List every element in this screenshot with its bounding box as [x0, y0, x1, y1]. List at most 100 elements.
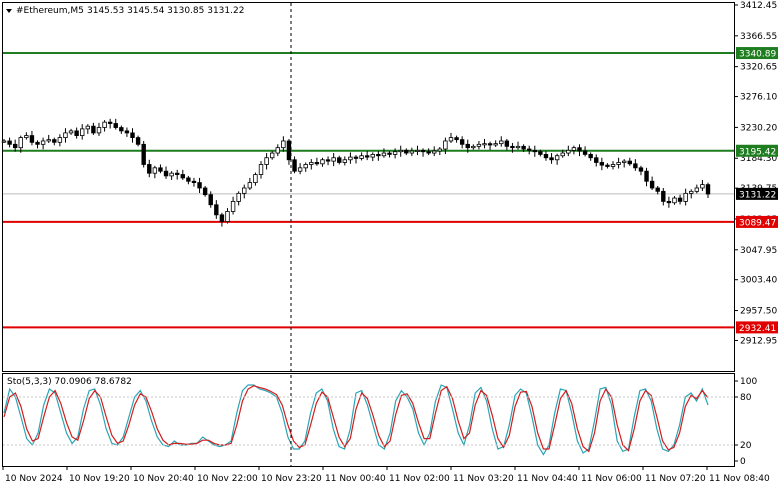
candle-body [543, 153, 549, 159]
candle-body [504, 140, 510, 147]
candle-body [465, 143, 470, 149]
candle-body [7, 140, 12, 145]
candle-body [191, 180, 197, 184]
candle-body [236, 192, 241, 202]
candle-body [353, 156, 359, 159]
candle-body [197, 182, 202, 189]
candle-body [392, 151, 398, 155]
candle-body [510, 145, 515, 149]
candle-body [582, 150, 588, 155]
candle-body [376, 153, 381, 157]
price-tick-label: 3184.30 [740, 154, 777, 164]
candle-body [672, 197, 677, 204]
symbol-dropdown-icon[interactable] [6, 9, 12, 13]
price-tick-label: 3366.55 [740, 32, 777, 42]
price-tick-label: 3230.20 [740, 123, 777, 133]
candle-body [247, 182, 253, 189]
price-tick-label: 2912.95 [740, 336, 777, 346]
candle-body [275, 147, 280, 154]
candle-body [1, 140, 7, 143]
candle-body [521, 145, 526, 150]
candle-body [560, 152, 565, 157]
candle-body [554, 155, 560, 161]
time-tick-label: 11 Nov 06:00 [581, 474, 642, 484]
time-tick-label: 11 Nov 04:40 [517, 474, 578, 484]
price-tick-label: 3320.65 [740, 63, 777, 73]
candle-body [80, 128, 85, 136]
candle-body [515, 145, 521, 149]
candle-body [476, 143, 482, 147]
candle-body [689, 190, 694, 194]
candle-body [644, 170, 649, 182]
candle-body [409, 150, 415, 154]
candle-body [370, 153, 375, 158]
candle-body [633, 163, 638, 169]
candle-body [426, 151, 431, 154]
candle-body [91, 125, 96, 134]
candle-body [219, 214, 225, 222]
stochastic-tick-label: 100 [740, 377, 757, 387]
candle-body [683, 192, 688, 202]
candle-body [482, 143, 487, 146]
candle-body [594, 157, 599, 163]
candle-body [599, 162, 605, 166]
candle-body [113, 123, 118, 128]
candle-body [605, 164, 610, 167]
ohlc-readout: 3145.53 3145.54 3130.85 3131.22 [87, 6, 244, 16]
candle-body [147, 164, 152, 174]
stochastic-tick-label: 20 [740, 441, 752, 451]
price-tick-label: 3412.45 [740, 1, 777, 11]
stochastic-tick-label: 80 [740, 393, 752, 403]
candle-body [152, 167, 158, 174]
candle-body [169, 172, 174, 177]
candle-body [448, 137, 454, 142]
stochastic-pane[interactable] [2, 373, 735, 467]
candle-body [571, 147, 577, 151]
time-tick-label: 10 Nov 19:20 [69, 474, 130, 484]
candle-body [57, 137, 63, 143]
candle-body [381, 152, 387, 157]
candle-body [415, 149, 420, 152]
candle-body [253, 174, 258, 184]
candle-body [454, 137, 459, 141]
candle-body [694, 187, 700, 192]
candle-body [107, 121, 113, 124]
candle-body [74, 130, 79, 136]
candle-body [18, 137, 23, 149]
candle-body [297, 167, 303, 172]
candle-body [325, 159, 331, 162]
candle-body [242, 187, 247, 194]
level-price-tag [736, 321, 778, 334]
candle-body [303, 164, 308, 169]
time-tick-label: 10 Nov 23:20 [261, 474, 322, 484]
level-price-tag [736, 215, 778, 228]
level-price-tag-label: 3195.42 [739, 147, 776, 157]
level-price-tag [736, 144, 778, 157]
level-price-tag [736, 47, 778, 60]
candle-body [320, 159, 325, 165]
level-price-tag-label: 3089.47 [739, 218, 776, 228]
level-price-tag-label: 2932.41 [739, 324, 776, 334]
candle-body [258, 164, 264, 175]
candle-body [68, 130, 74, 134]
candle-body [29, 135, 35, 143]
candle-body [364, 155, 370, 158]
candle-body [281, 140, 286, 149]
candle-body [141, 143, 146, 165]
candle-body [610, 164, 616, 167]
price-pane[interactable] [2, 2, 735, 372]
candle-body [437, 148, 443, 152]
candle-body [387, 152, 392, 155]
candle-body [331, 157, 336, 162]
candle-body [35, 141, 40, 145]
candle-body [314, 162, 320, 165]
symbol-label: #Ethereum,M5 [16, 6, 84, 16]
candle-body [180, 174, 185, 179]
candle-body [46, 139, 51, 142]
candle-body [432, 150, 437, 154]
candle-body [487, 143, 493, 146]
candle-body [342, 159, 348, 163]
candle-body [616, 162, 621, 165]
candle-body [359, 155, 364, 159]
